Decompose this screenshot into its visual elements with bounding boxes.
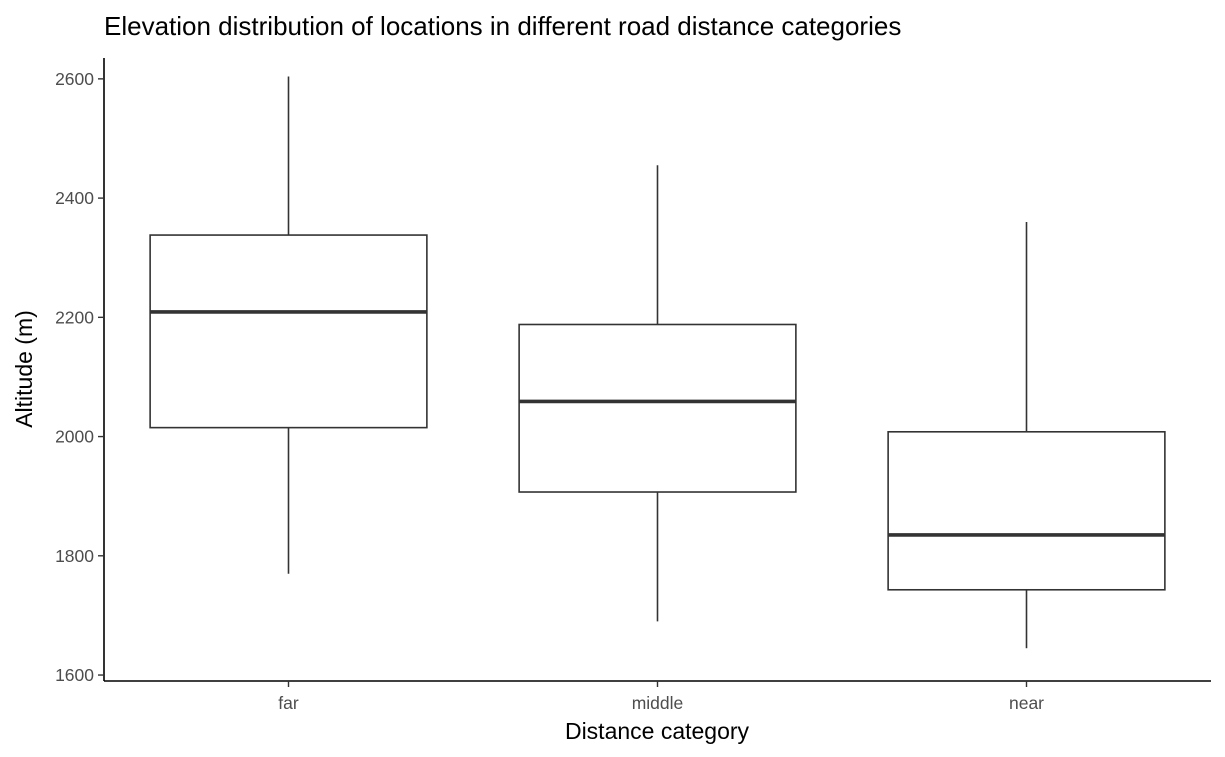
chart-title: Elevation distribution of locations in d… (104, 11, 901, 41)
y-tick-label: 2000 (55, 427, 94, 447)
x-tick-label: far (278, 693, 299, 713)
box-far (149, 76, 428, 574)
y-tick-label: 2600 (55, 69, 94, 89)
iqr-box (887, 430, 1166, 591)
y-tick-label: 2200 (55, 307, 94, 327)
y-tick-label: 1800 (55, 546, 94, 566)
y-tick-label: 2400 (55, 188, 94, 208)
x-axis-title: Distance category (565, 718, 750, 744)
x-tick-label: middle (632, 693, 684, 713)
box-near (887, 221, 1166, 649)
iqr-box (149, 234, 428, 429)
y-axis-title: Altitude (m) (11, 310, 37, 428)
y-tick-label: 1600 (55, 665, 94, 685)
y-axis-ticks: 1600 1800 2000 2200 2400 2600 (55, 69, 104, 685)
iqr-box (518, 323, 797, 493)
x-axis-ticks: far middle near (278, 681, 1044, 713)
plot-area (149, 76, 1166, 649)
box-middle (518, 165, 797, 622)
x-tick-label: near (1009, 693, 1044, 713)
